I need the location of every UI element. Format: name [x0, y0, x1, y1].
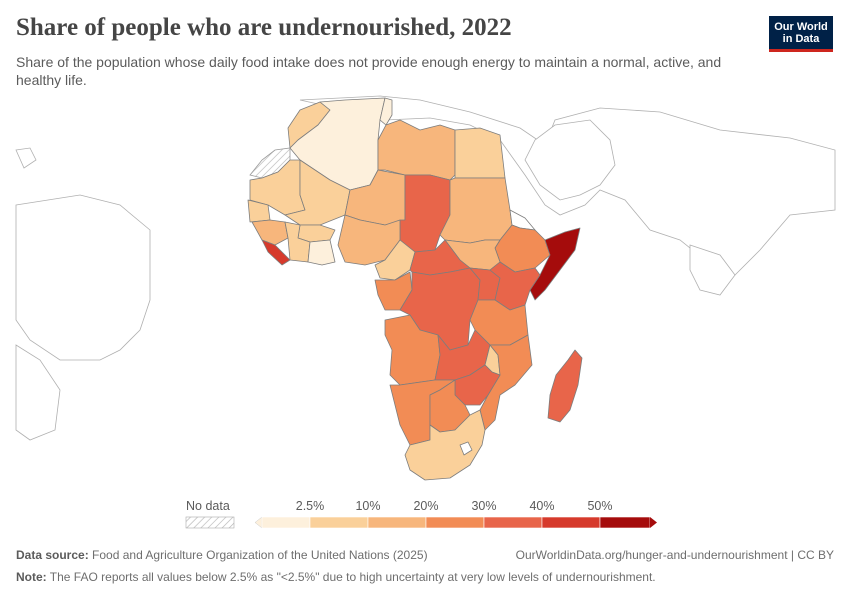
- legend-bins: 2.5% 10% 20% 30% 40% 50%: [254, 499, 657, 529]
- legend-bin-0[interactable]: [261, 516, 311, 529]
- region-south-africa[interactable]: [404, 409, 486, 481]
- owid-logo[interactable]: Our World in Data: [769, 16, 833, 52]
- legend-arrow-right: [650, 517, 657, 528]
- region-sudan[interactable]: [439, 177, 513, 244]
- region-madagascar[interactable]: [547, 349, 583, 423]
- africa-countries: [247, 97, 583, 481]
- legend-bin-4[interactable]: [483, 516, 543, 529]
- legend-tick-label-5: 40%: [529, 499, 554, 513]
- legend-bin-3[interactable]: [425, 516, 485, 529]
- legend: No data 2.5% 10% 20% 30% 40% 50%: [185, 499, 657, 529]
- region-guinea[interactable]: [251, 219, 289, 246]
- region-egypt[interactable]: [454, 127, 506, 179]
- region-lesotho[interactable]: [459, 441, 473, 456]
- world-outline: [15, 95, 836, 441]
- footer-note: Note: The FAO reports all values below 2…: [16, 570, 656, 584]
- source-label: Data source:: [16, 548, 89, 562]
- legend-bin-1[interactable]: [309, 516, 369, 529]
- legend-bin-2[interactable]: [367, 516, 427, 529]
- legend-tick-label-1: 2.5%: [296, 499, 325, 513]
- legend-bin-5[interactable]: [541, 516, 601, 529]
- legend-bin-6[interactable]: [599, 516, 651, 529]
- legend-tick-label-6: 50%: [587, 499, 612, 513]
- region-ghana[interactable]: [307, 239, 336, 266]
- note-text: The FAO reports all values below 2.5% as…: [49, 570, 656, 584]
- legend-tick-label-2: 10%: [355, 499, 380, 513]
- region-liberia[interactable]: [261, 239, 291, 266]
- region-kenya[interactable]: [489, 261, 541, 311]
- region-libya[interactable]: [377, 119, 456, 181]
- legend-tick-label-3: 20%: [413, 499, 438, 513]
- logo-line-2: in Data: [782, 33, 820, 45]
- legend-tick-label-4: 30%: [471, 499, 496, 513]
- legend-no-data-swatch[interactable]: [185, 516, 235, 529]
- source-text: Food and Agriculture Organization of the…: [92, 548, 428, 562]
- chart-title: Share of people who are undernourished, …: [16, 14, 512, 41]
- footer-url[interactable]: OurWorldinData.org/hunger-and-undernouri…: [515, 548, 834, 562]
- region-tunisia[interactable]: [379, 97, 393, 126]
- choropleth-map[interactable]: No data 2.5% 10% 20% 30% 40% 50%: [0, 90, 850, 540]
- legend-no-data-label: No data: [186, 499, 230, 513]
- chart-subtitle: Share of the population whose daily food…: [16, 54, 722, 88]
- note-label: Note:: [16, 570, 47, 584]
- region-chad[interactable]: [399, 174, 451, 253]
- region-somalia[interactable]: [529, 227, 581, 301]
- logo-line-1: Our World: [774, 21, 828, 33]
- legend-arrow-left: [254, 516, 263, 529]
- footer-source: Data source: Food and Agriculture Organi…: [16, 548, 428, 562]
